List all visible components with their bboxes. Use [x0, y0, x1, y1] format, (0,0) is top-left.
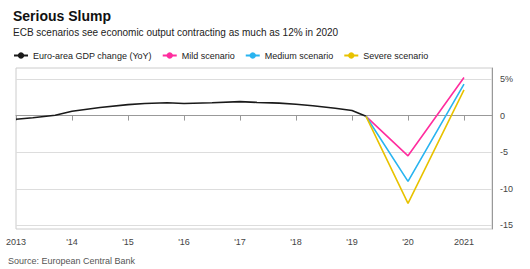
svg-text:-10: -10 — [500, 184, 513, 194]
svg-text:'20: '20 — [402, 237, 414, 247]
svg-text:Serious Slump: Serious Slump — [13, 8, 111, 24]
svg-text:Medium scenario: Medium scenario — [265, 51, 334, 61]
svg-text:'17: '17 — [234, 237, 246, 247]
svg-text:ECB scenarios see economic out: ECB scenarios see economic output contra… — [13, 27, 339, 38]
svg-text:2013: 2013 — [6, 237, 26, 247]
svg-text:-5: -5 — [500, 147, 508, 157]
svg-text:Euro-area GDP change (YoY): Euro-area GDP change (YoY) — [33, 51, 152, 61]
svg-text:'16: '16 — [178, 237, 190, 247]
svg-text:'19: '19 — [346, 237, 358, 247]
svg-text:'15: '15 — [122, 237, 134, 247]
svg-text:'18: '18 — [290, 237, 302, 247]
svg-text:5%: 5% — [500, 74, 513, 84]
svg-text:2021: 2021 — [454, 237, 474, 247]
svg-text:Mild scenario: Mild scenario — [182, 51, 235, 61]
svg-text:Severe scenario: Severe scenario — [363, 51, 428, 61]
svg-text:'14: '14 — [66, 237, 78, 247]
svg-text:Source: European Central Bank: Source: European Central Bank — [8, 256, 136, 266]
svg-text:-15: -15 — [500, 220, 513, 230]
svg-text:0: 0 — [500, 111, 505, 121]
